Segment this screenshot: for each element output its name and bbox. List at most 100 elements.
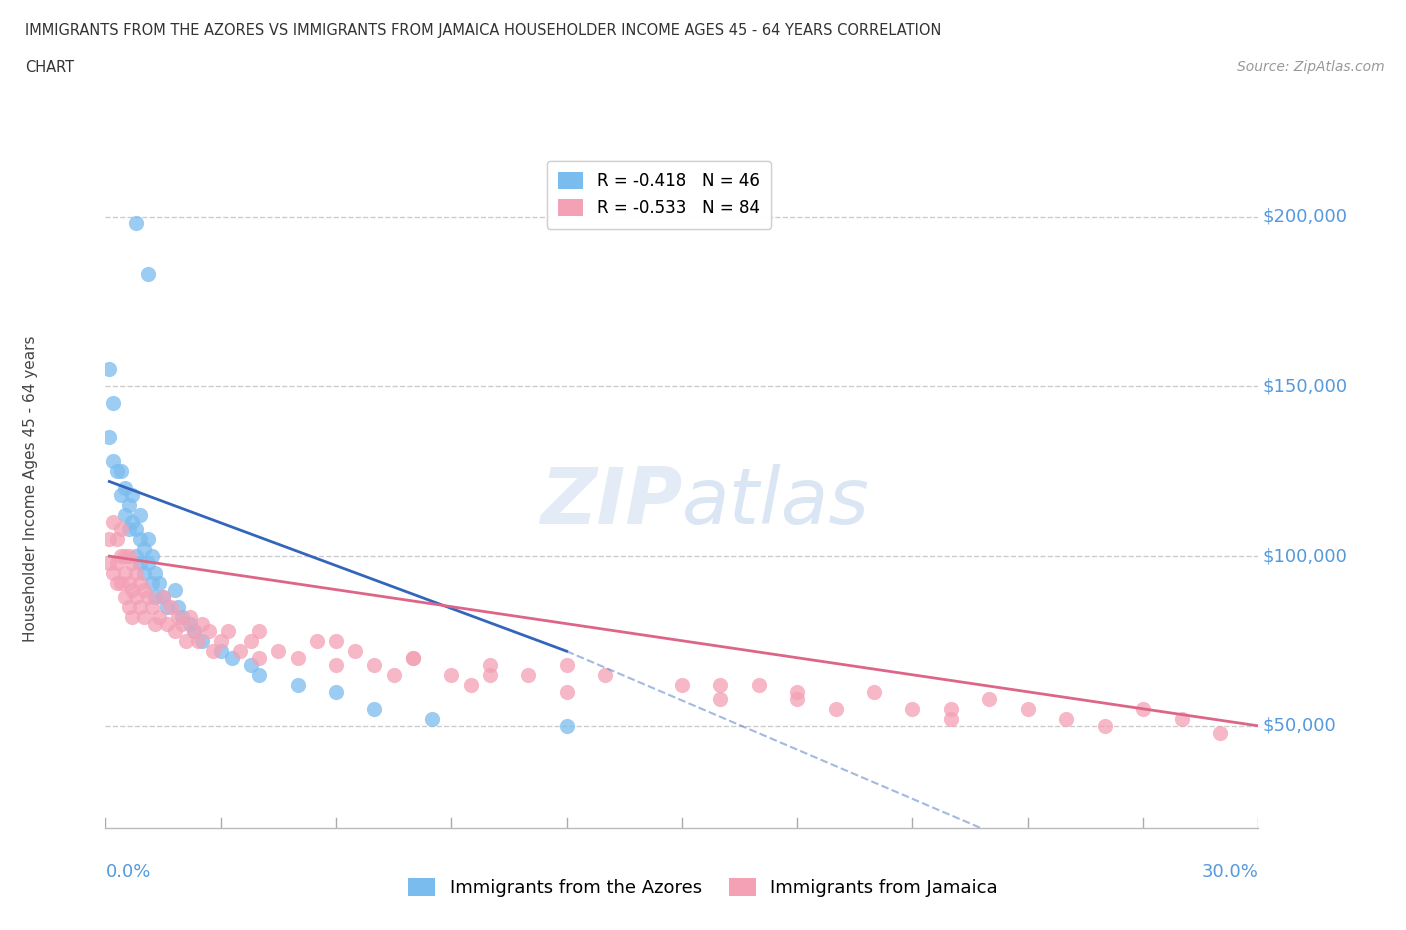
Point <box>163 582 186 598</box>
Point <box>117 549 139 564</box>
Point <box>979 691 1001 706</box>
Point <box>344 644 367 658</box>
Point <box>156 617 179 631</box>
Point <box>101 565 124 580</box>
Point <box>145 617 167 631</box>
Point <box>125 549 148 564</box>
Point <box>478 668 501 683</box>
Point <box>671 678 693 693</box>
Point <box>117 522 139 537</box>
Point <box>156 600 179 615</box>
Point <box>129 532 152 547</box>
Point <box>101 515 124 530</box>
Point <box>325 684 347 699</box>
Point <box>478 658 501 672</box>
Point <box>105 576 128 591</box>
Point <box>287 678 309 693</box>
Point <box>132 610 155 625</box>
Text: Source: ZipAtlas.com: Source: ZipAtlas.com <box>1237 60 1385 74</box>
Point <box>1132 701 1154 716</box>
Legend: R = -0.418   N = 46, R = -0.533   N = 84: R = -0.418 N = 46, R = -0.533 N = 84 <box>547 161 770 229</box>
Point <box>148 576 170 591</box>
Point <box>786 691 808 706</box>
Point <box>121 487 143 502</box>
Point <box>132 565 155 580</box>
Point <box>117 498 139 512</box>
Point <box>786 684 808 699</box>
Point <box>136 590 159 604</box>
Point <box>267 644 290 658</box>
Point <box>145 565 167 580</box>
Point <box>190 633 212 648</box>
Point <box>517 668 540 683</box>
Point <box>1170 711 1192 726</box>
Point <box>325 658 347 672</box>
Point <box>174 633 197 648</box>
Text: atlas: atlas <box>682 464 870 539</box>
Point <box>125 216 148 231</box>
Point <box>125 590 148 604</box>
Point <box>110 549 132 564</box>
Point <box>229 644 252 658</box>
Point <box>593 668 616 683</box>
Point <box>939 701 962 716</box>
Point <box>402 651 425 666</box>
Point <box>240 658 263 672</box>
Point <box>555 658 578 672</box>
Point <box>132 582 155 598</box>
Point <box>901 701 924 716</box>
Point <box>117 576 139 591</box>
Point <box>167 610 190 625</box>
Point <box>121 610 143 625</box>
Point <box>121 582 143 598</box>
Point <box>141 600 163 615</box>
Point <box>217 623 239 638</box>
Point <box>247 623 270 638</box>
Point <box>98 430 121 445</box>
Point <box>152 590 174 604</box>
Text: 0.0%: 0.0% <box>105 863 150 881</box>
Point <box>152 590 174 604</box>
Point <box>247 668 270 683</box>
Text: $100,000: $100,000 <box>1263 547 1347 565</box>
Point <box>121 515 143 530</box>
Legend: Immigrants from the Azores, Immigrants from Jamaica: Immigrants from the Azores, Immigrants f… <box>401 870 1005 904</box>
Point <box>209 633 232 648</box>
Text: IMMIGRANTS FROM THE AZORES VS IMMIGRANTS FROM JAMAICA HOUSEHOLDER INCOME AGES 45: IMMIGRANTS FROM THE AZORES VS IMMIGRANTS… <box>25 23 942 38</box>
Point <box>247 651 270 666</box>
Point <box>863 684 886 699</box>
Point <box>129 600 152 615</box>
Point <box>114 565 136 580</box>
Point <box>159 600 181 615</box>
Point <box>114 481 136 496</box>
Point <box>1209 725 1232 740</box>
Point <box>305 633 328 648</box>
Point <box>167 600 190 615</box>
Point <box>105 532 128 547</box>
Point <box>1094 718 1116 733</box>
Point <box>190 617 212 631</box>
Point <box>183 623 205 638</box>
Point <box>132 542 155 557</box>
Point <box>325 633 347 648</box>
Text: $50,000: $50,000 <box>1263 717 1336 735</box>
Point <box>221 651 243 666</box>
Point <box>420 711 443 726</box>
Point <box>440 668 463 683</box>
Point <box>136 532 159 547</box>
Point <box>129 555 152 570</box>
Point <box>105 464 128 479</box>
Point <box>187 633 209 648</box>
Point <box>287 651 309 666</box>
Point <box>460 678 482 693</box>
Text: Householder Income Ages 45 - 64 years: Householder Income Ages 45 - 64 years <box>24 335 38 642</box>
Text: ZIP: ZIP <box>540 464 682 539</box>
Point <box>114 549 136 564</box>
Point <box>121 555 143 570</box>
Point <box>209 644 232 658</box>
Point <box>129 576 152 591</box>
Point <box>141 549 163 564</box>
Point <box>183 623 205 638</box>
Text: $200,000: $200,000 <box>1263 207 1347 226</box>
Point <box>110 487 132 502</box>
